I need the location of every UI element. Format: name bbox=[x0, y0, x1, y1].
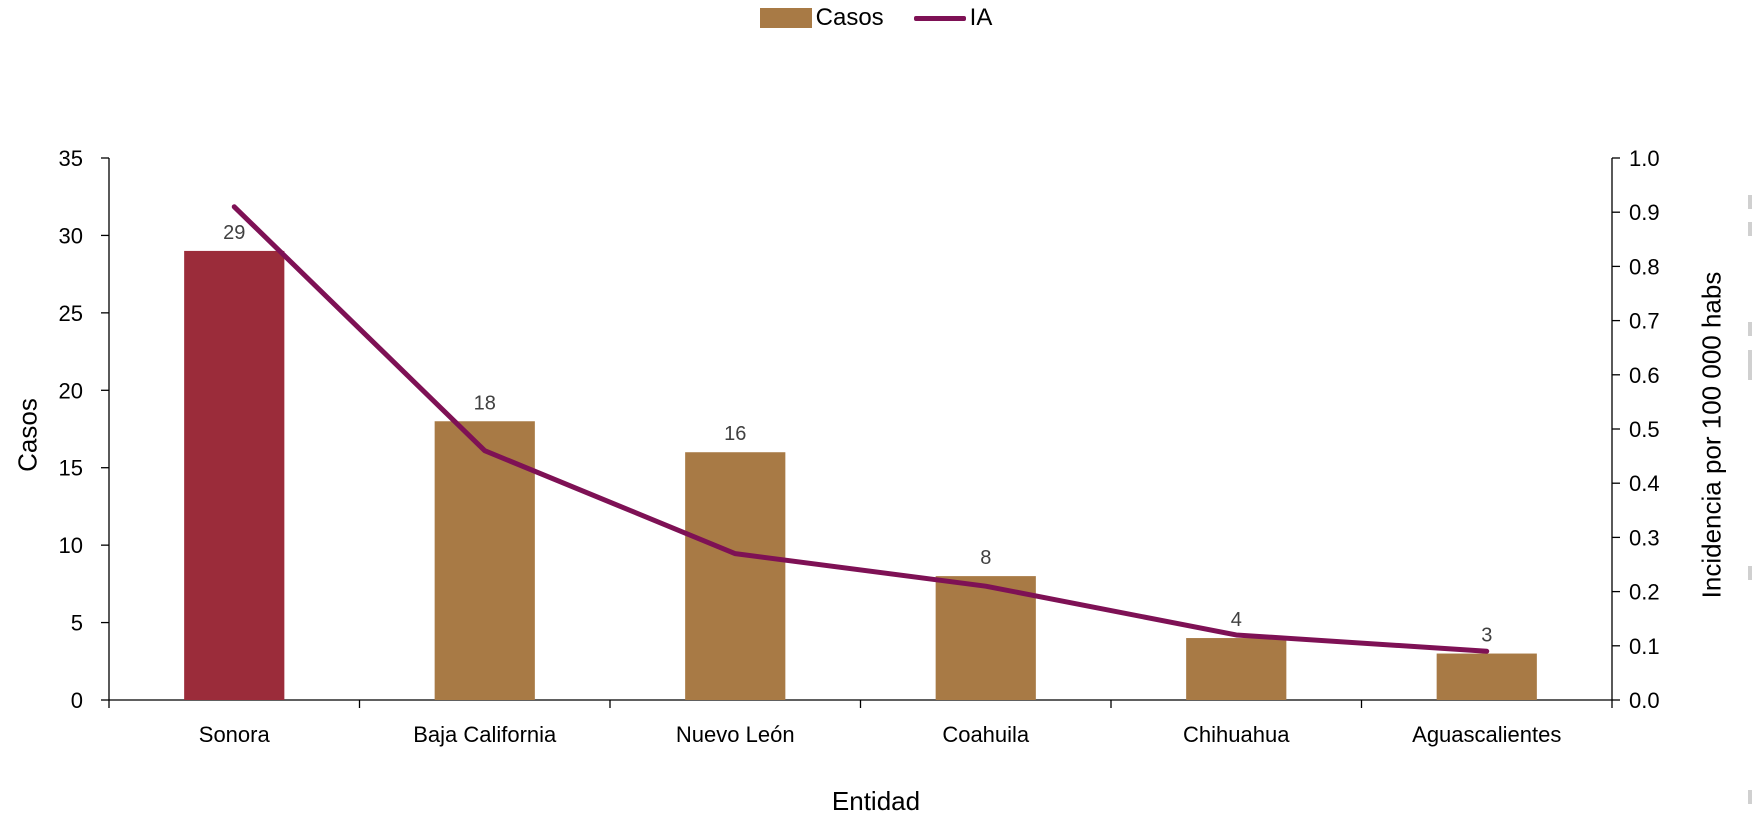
x-tick-label: Sonora bbox=[199, 722, 271, 747]
series-line-ia bbox=[231, 204, 1490, 654]
y2-tick-label: 0.1 bbox=[1629, 634, 1660, 659]
y2-tick-label: 0.2 bbox=[1629, 580, 1660, 605]
bar-data-label: 3 bbox=[1481, 625, 1492, 647]
legend-item-casos: Casos bbox=[759, 4, 884, 32]
y2-tick-label: 0.8 bbox=[1629, 254, 1660, 279]
y2-tick-label: 0.0 bbox=[1629, 688, 1660, 713]
edge-decoration bbox=[1748, 322, 1752, 336]
bar-data-label: 8 bbox=[980, 547, 991, 569]
y2-tick-label: 0.9 bbox=[1629, 200, 1660, 225]
edge-decoration bbox=[1748, 195, 1752, 209]
y-tick-label: 25 bbox=[59, 301, 83, 326]
bar-data-label: 18 bbox=[474, 392, 496, 414]
y2-tick-label: 0.5 bbox=[1629, 417, 1660, 442]
chart-legend: Casos IA bbox=[0, 4, 1752, 32]
y2-axis-label: Incidencia por 100 000 habs bbox=[1696, 271, 1727, 599]
legend-swatch-casos bbox=[759, 8, 812, 28]
legend-swatch-ia bbox=[913, 15, 966, 21]
y-tick-label: 30 bbox=[59, 223, 83, 248]
legend-label-casos: Casos bbox=[815, 4, 884, 31]
y2-tick-label: 1.0 bbox=[1629, 146, 1660, 171]
y-tick-label: 5 bbox=[71, 611, 83, 636]
bar-aguascalientes bbox=[1436, 653, 1537, 700]
bar-data-label: 29 bbox=[223, 222, 245, 244]
edge-decoration bbox=[1748, 566, 1752, 580]
y-axis-label: Casos bbox=[12, 398, 43, 472]
y-tick-label: 10 bbox=[59, 533, 83, 558]
bar-chihuahua bbox=[1186, 638, 1287, 700]
edge-decoration bbox=[1748, 222, 1752, 236]
x-tick-label: Aguascalientes bbox=[1412, 722, 1561, 747]
y-tick-label: 0 bbox=[71, 688, 83, 713]
bar-data-label: 16 bbox=[724, 423, 746, 445]
bar-sonora bbox=[184, 250, 285, 700]
y-tick-label: 35 bbox=[59, 146, 83, 171]
bar-baja-california bbox=[434, 421, 535, 700]
bar-nuevo-león bbox=[685, 452, 786, 700]
x-axis-label: Entidad bbox=[831, 786, 921, 816]
edge-decoration bbox=[1748, 350, 1752, 380]
y-tick-label: 20 bbox=[59, 378, 83, 403]
bar-data-label: 4 bbox=[1231, 609, 1242, 631]
x-tick-label: Coahuila bbox=[942, 722, 1030, 747]
legend-item-ia: IA bbox=[913, 4, 993, 32]
bar-coahuila bbox=[935, 576, 1036, 700]
y-tick-label: 15 bbox=[59, 456, 83, 481]
y2-tick-label: 0.4 bbox=[1629, 471, 1660, 496]
x-tick-label: Chihuahua bbox=[1183, 722, 1290, 747]
y2-tick-label: 0.6 bbox=[1629, 363, 1660, 388]
legend-label-ia: IA bbox=[969, 4, 993, 31]
edge-decoration bbox=[1748, 790, 1752, 804]
x-tick-label: Nuevo León bbox=[676, 722, 795, 747]
y2-tick-label: 0.7 bbox=[1629, 309, 1660, 334]
x-tick-label: Baja California bbox=[413, 722, 557, 747]
y2-tick-label: 0.3 bbox=[1629, 525, 1660, 550]
